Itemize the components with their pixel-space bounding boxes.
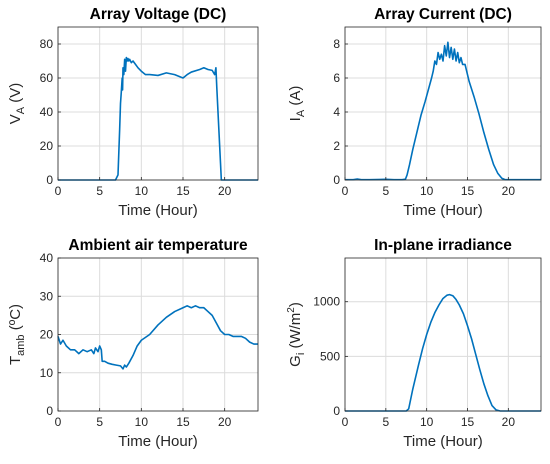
y-axis-label: IA (A) [287, 86, 307, 122]
y-axis-label-superscript: 2 [286, 307, 297, 313]
y-axis-label-subscript: i [295, 353, 307, 355]
y-tick-label: 20 [40, 139, 54, 153]
x-tick-label: 0 [55, 184, 62, 198]
y-axis-label: VA (V) [7, 83, 27, 125]
y-axis-label: Tamb (ºC) [7, 304, 27, 365]
chart-panel-2: 0 5 10 15 20 0 2 4 6 8 Array Current (DC) Time (Hou… [287, 6, 542, 219]
y-tick-label: 0 [333, 173, 340, 187]
x-tick-label: 15 [461, 415, 475, 429]
series-line [345, 41, 541, 181]
x-tick-label: 15 [176, 184, 190, 198]
chart-panel-4: 0 5 10 15 20 0 500 1000 In-plane irradiance Time … [286, 237, 542, 450]
plot-area [345, 27, 541, 180]
x-tick-label: 10 [135, 415, 149, 429]
chart-title: Array Current (DC) [374, 6, 512, 23]
y-axis-label-close: ) [287, 302, 304, 307]
axes-frame [57, 26, 259, 181]
y-axis-label-main: I [287, 117, 304, 121]
y-tick-label: 8 [333, 37, 340, 51]
x-axis-label: Time (Hour) [403, 202, 482, 219]
x-tick-label: 5 [382, 184, 389, 198]
y-tick-label: 10 [40, 366, 54, 380]
x-tick-label: 20 [502, 415, 516, 429]
x-tick-label: 20 [218, 415, 232, 429]
y-axis-label-subscript: A [15, 106, 27, 114]
y-axis-label-units: (ºC) [7, 304, 24, 334]
y-tick-label: 40 [40, 105, 54, 119]
series-line [345, 293, 541, 412]
x-tick-label: 10 [135, 184, 149, 198]
chart-panel-3: 0 5 10 15 20 0 10 20 30 40 Ambient air temperature… [7, 237, 259, 450]
y-tick-label: 40 [40, 251, 54, 265]
x-tick-label: 0 [55, 415, 62, 429]
y-tick-label: 500 [320, 349, 340, 363]
x-tick-label: 5 [96, 184, 103, 198]
y-axis-label: Gi (W/m2) [286, 302, 307, 367]
y-axis-label-units: (A) [287, 86, 304, 110]
x-tick-label: 0 [342, 184, 349, 198]
x-tick-label: 0 [342, 415, 349, 429]
y-tick-label: 6 [333, 71, 340, 85]
y-tick-label: 2 [333, 139, 340, 153]
x-axis-label: Time (Hour) [118, 202, 197, 219]
y-axis-label-main: T [7, 356, 24, 365]
y-tick-label: 30 [40, 289, 54, 303]
y-tick-label: 0 [333, 404, 340, 418]
y-tick-label: 4 [333, 105, 340, 119]
y-tick-label: 80 [40, 37, 54, 51]
y-axis-label-main: V [7, 114, 24, 124]
y-tick-label: 0 [46, 173, 53, 187]
y-axis-label-main: G [287, 355, 304, 367]
chart-title: Ambient air temperature [68, 237, 248, 254]
series-line [58, 56, 258, 181]
y-axis-label-units: (V) [7, 83, 24, 107]
y-axis-label-units: (W/m [287, 313, 304, 353]
chart-panel-1: 0 5 10 15 20 0 20 40 60 80 Array Voltage (DC) Time … [7, 6, 259, 219]
x-tick-label: 10 [420, 184, 434, 198]
x-tick-label: 10 [420, 415, 434, 429]
axes-frame [344, 257, 542, 412]
chart-title: In-plane irradiance [374, 237, 512, 254]
x-tick-label: 20 [218, 184, 232, 198]
x-tick-label: 20 [502, 184, 516, 198]
plot-area [58, 27, 258, 180]
axes-frame [344, 26, 542, 181]
series-line [57, 305, 258, 370]
y-tick-label: 60 [40, 71, 54, 85]
y-axis-label-subscript: amb [15, 334, 27, 355]
x-tick-label: 15 [176, 415, 190, 429]
y-tick-label: 1000 [313, 295, 340, 309]
y-axis-label-subscript: A [295, 109, 307, 117]
plot-area [345, 258, 541, 411]
y-tick-label: 20 [40, 328, 54, 342]
x-axis-label: Time (Hour) [403, 433, 482, 450]
chart-title: Array Voltage (DC) [90, 6, 227, 23]
x-tick-label: 5 [96, 415, 103, 429]
x-tick-label: 15 [461, 184, 475, 198]
x-axis-label: Time (Hour) [118, 433, 197, 450]
x-tick-label: 5 [382, 415, 389, 429]
y-tick-label: 0 [46, 404, 53, 418]
